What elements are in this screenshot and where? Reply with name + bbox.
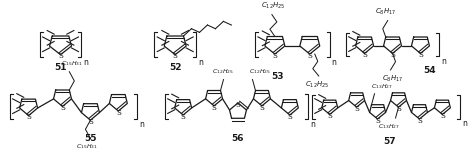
Text: S: S xyxy=(173,52,178,60)
Text: $C_8H_{17}$: $C_8H_{17}$ xyxy=(382,74,403,84)
Text: $C_{12}H_{25}$: $C_{12}H_{25}$ xyxy=(212,67,235,76)
Text: $C_{12}H_{25}$: $C_{12}H_{25}$ xyxy=(249,67,272,76)
Text: $C_{15}H_{31}$: $C_{15}H_{31}$ xyxy=(76,142,99,151)
Text: 54: 54 xyxy=(423,66,436,75)
Text: S: S xyxy=(88,118,93,126)
Text: 52: 52 xyxy=(169,63,182,72)
Text: 53: 53 xyxy=(272,72,284,81)
Text: $C_{13}H_{27}$: $C_{13}H_{27}$ xyxy=(371,82,392,91)
Text: n: n xyxy=(198,58,203,67)
Text: S: S xyxy=(440,112,445,120)
Text: S: S xyxy=(362,51,367,59)
Text: S: S xyxy=(60,104,65,112)
Text: $C_{12}H_{25}$: $C_{12}H_{25}$ xyxy=(261,1,285,11)
Text: $C_{13}H_{27}$: $C_{13}H_{27}$ xyxy=(378,122,400,131)
Text: $C_{12}H_{25}$: $C_{12}H_{25}$ xyxy=(305,80,329,90)
Text: n: n xyxy=(332,58,337,67)
Text: S: S xyxy=(273,52,277,60)
Text: S: S xyxy=(396,105,401,113)
Text: S: S xyxy=(417,117,422,125)
Text: n: n xyxy=(441,57,447,66)
Text: S: S xyxy=(375,117,380,125)
Text: S: S xyxy=(58,52,63,60)
Text: S: S xyxy=(327,112,332,120)
Text: S: S xyxy=(354,105,359,113)
Text: n: n xyxy=(310,120,315,129)
Text: S: S xyxy=(181,113,186,121)
Text: S: S xyxy=(390,51,395,59)
Text: n: n xyxy=(83,58,88,67)
Text: 51: 51 xyxy=(54,63,67,72)
Text: n: n xyxy=(139,120,144,129)
Text: S: S xyxy=(236,101,240,109)
Text: S: S xyxy=(287,113,292,121)
Text: S: S xyxy=(259,104,264,112)
Text: S: S xyxy=(116,109,121,117)
Text: $C_8H_{17}$: $C_8H_{17}$ xyxy=(375,7,396,17)
Text: 57: 57 xyxy=(383,137,396,146)
Text: S: S xyxy=(418,51,423,59)
Text: n: n xyxy=(462,119,467,129)
Text: 56: 56 xyxy=(232,134,244,143)
Text: 55: 55 xyxy=(84,134,97,143)
Text: S: S xyxy=(307,52,312,60)
Text: S: S xyxy=(211,104,217,112)
Text: S: S xyxy=(26,113,31,121)
Text: $C_{15}H_{31}$: $C_{15}H_{31}$ xyxy=(61,59,83,68)
